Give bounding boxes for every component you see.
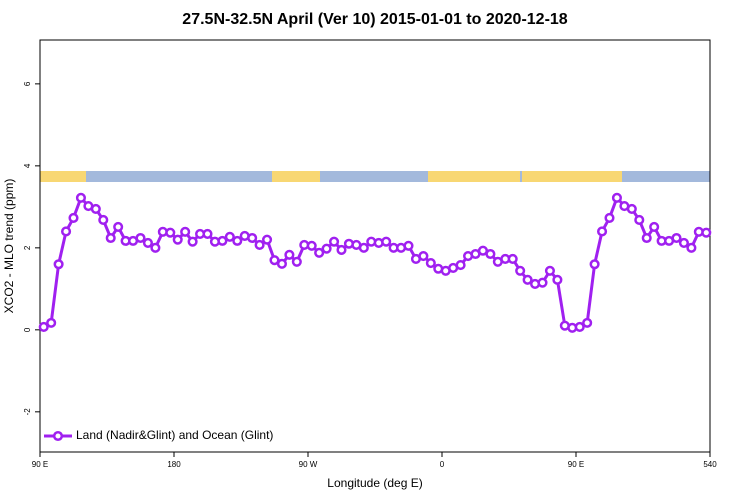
series-point [403, 240, 414, 251]
series-point [38, 321, 49, 333]
y-tick-label: 0 [23, 327, 32, 332]
series-point [381, 236, 392, 247]
series-point [269, 255, 280, 266]
series-point [75, 192, 86, 203]
y-tick-label: 6 [23, 81, 32, 86]
series-point [485, 248, 496, 260]
series-point [150, 242, 161, 253]
series-point [90, 203, 101, 214]
series-point [142, 237, 153, 248]
series-point [418, 250, 429, 262]
series-point [53, 259, 64, 270]
series-point [247, 232, 258, 244]
series-point [574, 321, 585, 333]
series-point [678, 237, 689, 248]
surface-strip [40, 171, 710, 182]
series-point [46, 317, 57, 328]
series-point [291, 256, 302, 267]
series-point [224, 231, 235, 242]
series-point [507, 253, 518, 264]
series-point [522, 274, 533, 285]
series-point [165, 227, 176, 238]
series-point [135, 232, 146, 244]
series-point [217, 235, 228, 246]
series-point [641, 232, 652, 244]
series-point [552, 274, 563, 285]
series-point [202, 228, 213, 239]
series-point [113, 221, 124, 232]
series-point [611, 192, 622, 203]
series-point [105, 232, 116, 244]
series-point [582, 317, 593, 328]
series-point [232, 235, 243, 246]
series-point [61, 226, 72, 237]
series-point [649, 221, 660, 232]
series-point [172, 234, 183, 245]
y-tick-label: 2 [23, 245, 32, 250]
series-point [262, 234, 273, 245]
x-tick-label: 90 W [299, 460, 318, 469]
x-axis-label: Longitude (deg E) [327, 476, 422, 490]
legend-marker [52, 430, 64, 442]
series-point [254, 239, 265, 251]
x-tick-label: 0 [440, 460, 445, 469]
series-point [589, 259, 600, 270]
plot-frame [39, 39, 711, 453]
series-point [98, 214, 109, 226]
series-point [329, 236, 340, 247]
series-point [626, 203, 637, 214]
series-point [544, 265, 555, 276]
series-point [276, 258, 287, 269]
y-axis-label: XCO2 - MLO trend (ppm) [2, 179, 16, 314]
series-point [634, 214, 645, 226]
series-point [321, 243, 332, 254]
series-point [455, 260, 466, 271]
series-point [314, 247, 325, 258]
y-tick-label: -2 [23, 408, 32, 416]
x-tick-label: 90 E [568, 460, 584, 469]
series-point [537, 277, 548, 288]
x-tick-label: 540 [703, 460, 717, 469]
series-point [336, 244, 347, 255]
series-point [671, 232, 682, 244]
x-tick-label: 180 [167, 460, 181, 469]
series-point [68, 212, 79, 223]
series-point [306, 240, 317, 251]
series-point [701, 227, 712, 238]
series-point [187, 236, 198, 247]
series-point [604, 212, 615, 223]
y-tick-label: 4 [23, 163, 32, 168]
series-point [425, 257, 436, 269]
series-point [597, 226, 608, 237]
series-point [686, 242, 697, 253]
x-tick-label: 90 E [32, 460, 48, 469]
series-point [180, 226, 191, 237]
series-point [284, 249, 295, 260]
chart-title: 27.5N-32.5N April (Ver 10) 2015-01-01 to… [182, 11, 568, 28]
series-point [358, 242, 369, 253]
series-point [515, 265, 526, 276]
legend-label: Land (Nadir&Glint) and Ocean (Glint) [76, 428, 273, 442]
